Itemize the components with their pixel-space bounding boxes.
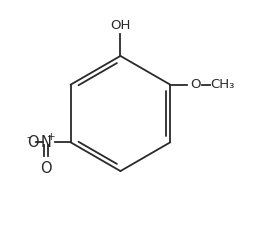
Text: -: - — [26, 132, 30, 142]
Text: N: N — [40, 135, 51, 150]
Text: OH: OH — [110, 19, 131, 32]
Text: O: O — [190, 78, 201, 91]
Text: O: O — [40, 161, 52, 176]
Text: CH₃: CH₃ — [211, 78, 235, 91]
Text: +: + — [47, 132, 56, 142]
Text: O: O — [27, 135, 38, 150]
